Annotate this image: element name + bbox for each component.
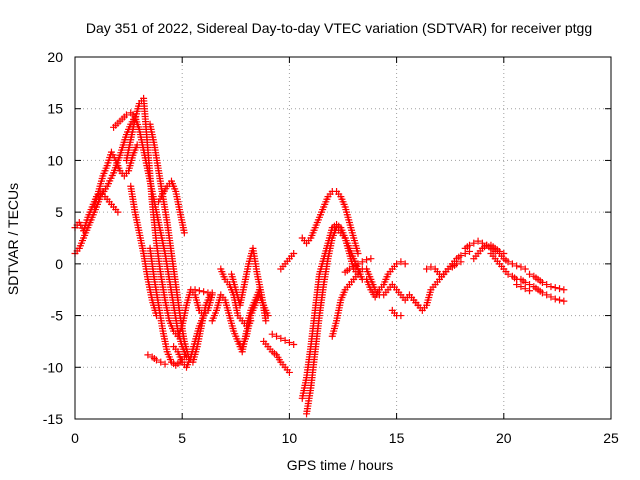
y-tick-label: 0 [55,256,63,272]
y-tick-label: 5 [55,204,63,220]
data-point [560,286,568,294]
data-point [262,317,270,325]
data-point [538,278,546,286]
data-point [457,252,465,260]
data-point [543,281,551,289]
data-point [358,258,366,266]
data-point [547,293,555,301]
data-points [71,94,568,418]
data-point [200,288,208,296]
data-point [144,351,152,359]
data-point [208,289,216,297]
data-point [538,289,546,297]
data-point [354,250,362,258]
data-point [290,250,298,258]
chart-title: Day 351 of 2022, Sidereal Day-to-day VTE… [86,20,592,36]
data-point [504,270,512,278]
y-tick-label: 20 [47,49,63,65]
x-tick-label: 0 [71,430,79,446]
y-axis-label: SDTVAR / TECUs [5,183,21,295]
x-tick-label: 15 [389,430,405,446]
data-point [560,297,568,305]
data-point [556,296,564,304]
data-point [191,286,199,294]
data-point [345,265,353,273]
y-tick-label: 10 [47,152,63,168]
data-point [543,291,551,299]
plot-frame [74,56,612,420]
data-point [122,111,130,119]
data-point [161,360,169,368]
data-point [504,258,512,266]
data-point [551,284,559,292]
data-point [521,278,529,286]
data-point [470,239,478,247]
data-point [180,229,188,237]
data-point [152,356,160,364]
data-point [521,285,529,293]
data-point [285,368,293,376]
data-point [517,283,525,291]
data-point [526,270,534,278]
axis-ticks: 0 5 10 15 20 25 -15 -10 -5 0 5 10 15 20 [43,49,619,446]
data-point [273,332,281,340]
data-point [556,285,564,293]
data-point [367,255,375,263]
data-point [517,263,525,271]
x-tick-label: 10 [282,430,298,446]
y-tick-label: -5 [51,308,64,324]
data-point [397,258,405,266]
y-tick-label: 15 [47,101,63,117]
data-point [423,265,431,273]
x-axis-label: GPS time / hours [287,457,394,473]
data-point [114,208,122,216]
data-point [285,338,293,346]
data-point [427,263,435,271]
grid-lines [75,57,611,419]
data-point [397,312,405,320]
data-point [354,260,362,268]
data-point [465,241,473,249]
x-tick-label: 20 [496,430,512,446]
data-point [547,283,555,291]
data-point [195,287,203,295]
data-point [496,247,504,255]
data-point [513,262,521,270]
data-point [526,287,534,295]
data-point [281,336,289,344]
data-point [465,247,473,255]
data-point [268,330,276,338]
data-point [157,358,165,366]
data-point [290,341,298,349]
data-point [393,260,401,268]
data-point [551,295,559,303]
data-point [277,334,285,342]
data-point [500,250,508,258]
y-tick-label: -15 [43,411,63,427]
data-point [401,260,409,268]
x-tick-label: 25 [603,430,619,446]
data-point [521,265,529,273]
data-point [363,256,371,264]
data-point [526,281,534,289]
data-point [474,237,482,245]
data-point [513,281,521,289]
y-tick-label: -10 [43,359,63,375]
data-point [457,258,465,266]
data-point [264,312,272,320]
x-tick-label: 5 [178,430,186,446]
data-point [133,141,141,149]
data-point [508,260,516,268]
